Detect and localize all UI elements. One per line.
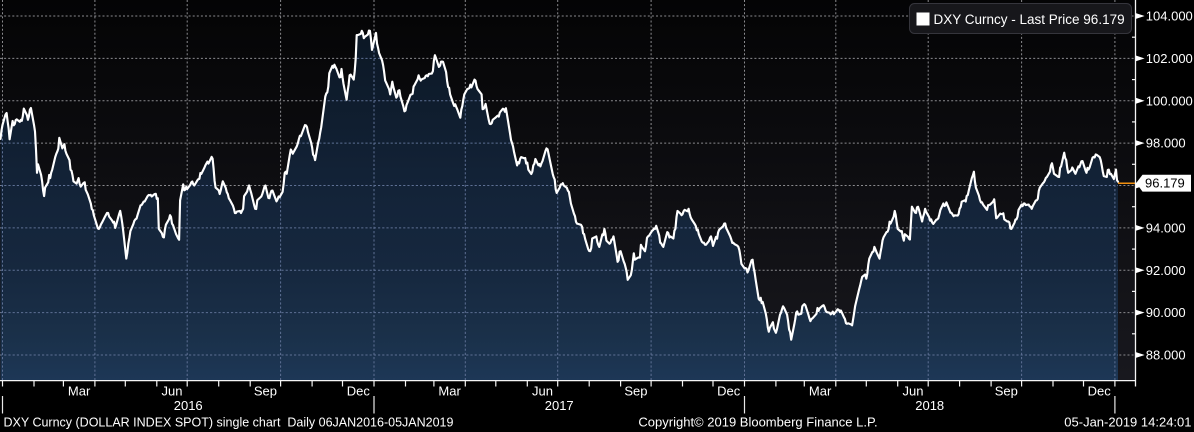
svg-text:98.000: 98.000 — [1146, 136, 1186, 151]
svg-text:102.000: 102.000 — [1146, 51, 1193, 66]
svg-text:92.000: 92.000 — [1146, 263, 1186, 278]
svg-text:Mar: Mar — [809, 384, 832, 399]
svg-text:Dec: Dec — [717, 384, 741, 399]
svg-text:Sep: Sep — [254, 384, 277, 399]
svg-text:100.000: 100.000 — [1146, 93, 1193, 108]
svg-text:Dec: Dec — [347, 384, 371, 399]
svg-text:2018: 2018 — [915, 398, 944, 413]
svg-text:Copyright© 2019 Bloomberg Fina: Copyright© 2019 Bloomberg Finance L.P. — [638, 415, 877, 430]
svg-text:94.000: 94.000 — [1146, 221, 1186, 236]
svg-text:05-Jan-2019 14:24:01: 05-Jan-2019 14:24:01 — [1064, 415, 1191, 430]
svg-text:90.000: 90.000 — [1146, 305, 1186, 320]
svg-text:Jun: Jun — [532, 384, 553, 399]
svg-text:Jun: Jun — [903, 384, 924, 399]
svg-text:96.179: 96.179 — [1145, 176, 1185, 191]
svg-text:DXY Curncy (DOLLAR INDEX SPOT): DXY Curncy (DOLLAR INDEX SPOT) single ch… — [4, 416, 454, 430]
svg-text:Jun: Jun — [162, 384, 183, 399]
svg-text:Sep: Sep — [624, 384, 647, 399]
svg-text:Mar: Mar — [438, 384, 461, 399]
svg-text:104.000: 104.000 — [1146, 9, 1193, 24]
svg-text:Dec: Dec — [1088, 384, 1112, 399]
svg-text:2016: 2016 — [174, 398, 203, 413]
svg-text:2017: 2017 — [545, 398, 574, 413]
svg-text:DXY Curncy - Last Price 96.179: DXY Curncy - Last Price 96.179 — [934, 12, 1125, 27]
svg-text:88.000: 88.000 — [1146, 348, 1186, 363]
svg-text:Sep: Sep — [995, 384, 1018, 399]
svg-text:Mar: Mar — [68, 384, 91, 399]
